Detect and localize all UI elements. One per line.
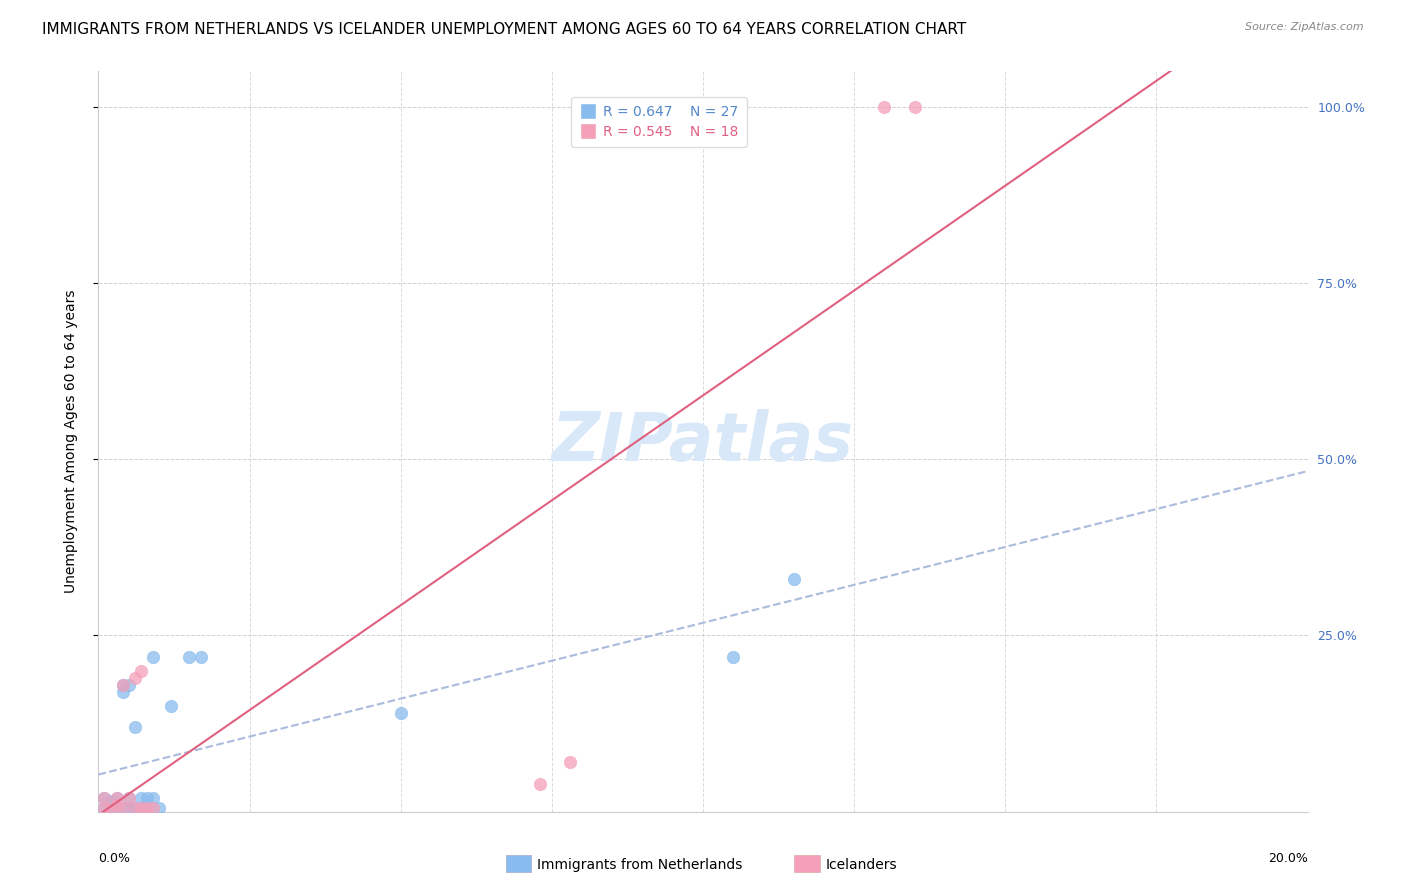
Text: ZIPatlas: ZIPatlas [553,409,853,475]
Point [190,649,212,664]
Point [142,790,165,805]
Point [148,801,170,815]
Point [105,797,128,812]
Text: Immigrants from Netherlands: Immigrants from Netherlands [537,858,742,872]
Point [105,790,128,805]
Point [129,801,152,815]
Point [723,649,745,664]
Point [124,801,146,815]
Point [111,685,134,699]
Point [160,698,183,713]
Point [783,572,806,586]
Point [904,100,927,114]
Point [93,790,115,805]
Point [179,649,201,664]
Point [105,797,128,812]
Text: 20.0%: 20.0% [1268,853,1308,865]
Point [118,801,141,815]
Point [93,790,115,805]
Point [124,720,146,734]
Point [142,801,165,815]
Point [100,794,122,808]
Point [129,664,152,678]
Point [105,790,128,805]
Point [129,801,152,815]
Text: IMMIGRANTS FROM NETHERLANDS VS ICELANDER UNEMPLOYMENT AMONG AGES 60 TO 64 YEARS : IMMIGRANTS FROM NETHERLANDS VS ICELANDER… [42,22,966,37]
Point [100,801,122,815]
Point [111,678,134,692]
Point [124,671,146,685]
Point [111,678,134,692]
Point [129,790,152,805]
Y-axis label: Unemployment Among Ages 60 to 64 years: Unemployment Among Ages 60 to 64 years [63,290,77,593]
Point [389,706,412,720]
Point [124,801,146,815]
Point [93,801,115,815]
Point [135,790,157,805]
Point [118,790,141,805]
Point [142,649,165,664]
Text: Source: ZipAtlas.com: Source: ZipAtlas.com [1246,22,1364,32]
Text: 0.0%: 0.0% [98,853,131,865]
Point [118,790,141,805]
Point [111,801,134,815]
Point [93,801,115,815]
Point [100,801,122,815]
Point [111,801,134,815]
Point [135,801,157,815]
Point [558,756,581,770]
Point [135,801,157,815]
Point [118,678,141,692]
Point [873,100,896,114]
Text: Icelanders: Icelanders [825,858,897,872]
Legend: R = 0.647    N = 27, R = 0.545    N = 18: R = 0.647 N = 27, R = 0.545 N = 18 [571,97,747,147]
Point [529,776,551,790]
